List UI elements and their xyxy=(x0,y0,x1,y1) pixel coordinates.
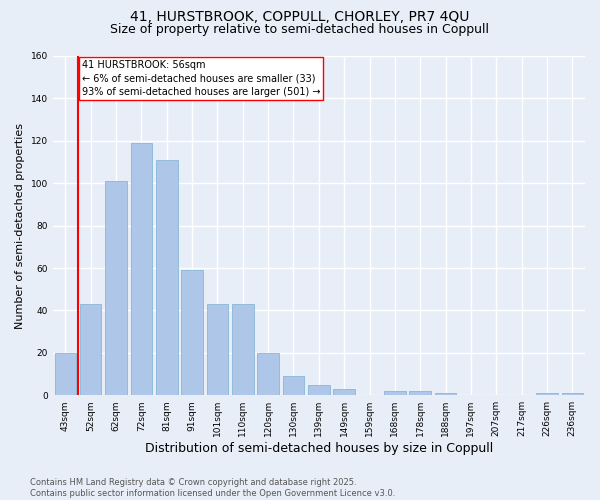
Bar xyxy=(181,270,203,395)
Bar xyxy=(257,353,279,395)
Bar xyxy=(435,393,457,395)
Bar xyxy=(308,384,329,395)
X-axis label: Distribution of semi-detached houses by size in Coppull: Distribution of semi-detached houses by … xyxy=(145,442,493,455)
Bar xyxy=(562,393,583,395)
Bar xyxy=(131,143,152,395)
Bar xyxy=(232,304,254,395)
Bar xyxy=(536,393,558,395)
Bar xyxy=(80,304,101,395)
Bar xyxy=(409,391,431,395)
Y-axis label: Number of semi-detached properties: Number of semi-detached properties xyxy=(15,122,25,328)
Bar xyxy=(156,160,178,395)
Bar xyxy=(206,304,228,395)
Text: Size of property relative to semi-detached houses in Coppull: Size of property relative to semi-detach… xyxy=(110,22,490,36)
Bar xyxy=(334,389,355,395)
Text: 41, HURSTBROOK, COPPULL, CHORLEY, PR7 4QU: 41, HURSTBROOK, COPPULL, CHORLEY, PR7 4Q… xyxy=(130,10,470,24)
Bar xyxy=(55,353,76,395)
Bar xyxy=(105,181,127,395)
Text: 41 HURSTBROOK: 56sqm
← 6% of semi-detached houses are smaller (33)
93% of semi-d: 41 HURSTBROOK: 56sqm ← 6% of semi-detach… xyxy=(82,60,320,96)
Text: Contains HM Land Registry data © Crown copyright and database right 2025.
Contai: Contains HM Land Registry data © Crown c… xyxy=(30,478,395,498)
Bar xyxy=(283,376,304,395)
Bar xyxy=(384,391,406,395)
